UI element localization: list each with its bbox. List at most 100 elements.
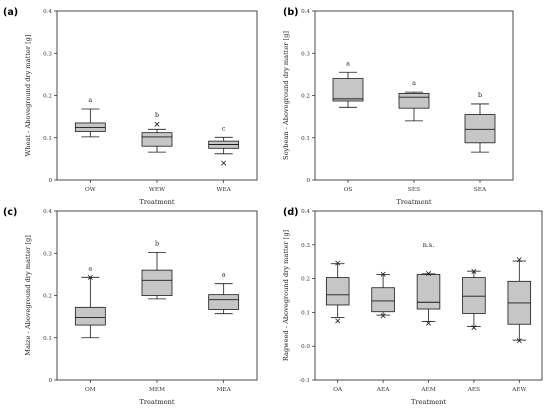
outlier-marker: [516, 338, 522, 344]
iqr-box: [464, 114, 496, 144]
y-tick-label: 0.2: [301, 277, 310, 283]
y-tick-label: 0.4: [301, 209, 310, 215]
outlier-marker: [471, 269, 477, 274]
significance-letter: a: [222, 271, 226, 279]
y-axis-title: Wheat - Aboveground dry matter [g]: [24, 35, 32, 157]
box-sea: SEA b: [464, 91, 496, 193]
significance-letter: a: [88, 96, 92, 104]
outlier-stroke: [154, 121, 160, 127]
iqr-box: [141, 132, 173, 147]
outlier-marker: [380, 271, 386, 277]
x-tick-label: AEA: [376, 387, 390, 393]
y-tick-label: -0.1: [299, 378, 310, 384]
y-tick-label: 0.4: [43, 209, 52, 215]
box-aes: AES: [462, 269, 486, 393]
box-oa: OA: [325, 260, 350, 393]
panel-label: (d): [283, 207, 298, 218]
outlier-marker: [426, 320, 431, 326]
outlier-stroke: [516, 257, 522, 263]
x-tick-label: OS: [344, 187, 353, 193]
significance-letter: c: [222, 124, 226, 132]
y-tick-label: 0.1: [43, 336, 52, 342]
outlier-stroke: [221, 160, 227, 166]
significance-letter: b: [155, 111, 159, 119]
panel-label: (a): [3, 7, 18, 18]
x-tick-label: OM: [85, 387, 96, 393]
x-tick-label: MEM: [149, 387, 165, 393]
chart-panel-3: (c) 0 0.1 0.2 0.3 0.4 Maize - Aboveground dry …: [3, 207, 258, 406]
y-tick-label: 0.1: [43, 136, 52, 142]
outlier-marker: [87, 274, 93, 280]
x-tick-label: SES: [408, 187, 420, 193]
outlier-stroke: [426, 271, 431, 277]
significance-letter: a: [88, 264, 92, 272]
box-ses: SES a: [398, 79, 430, 193]
outlier-marker: [221, 160, 227, 166]
significance-letter: b: [478, 91, 482, 99]
outlier-marker: [380, 313, 386, 319]
y-tick-label: 0: [48, 378, 52, 384]
iqr-box: [416, 274, 441, 310]
y-tick-label: 0.2: [43, 294, 52, 300]
panel-label: (b): [283, 7, 298, 18]
outlier-stroke: [87, 274, 93, 280]
x-tick-label: OW: [85, 187, 96, 193]
y-tick-label: 0.3: [301, 51, 310, 57]
y-tick-label: 0.0: [301, 344, 310, 350]
y-tick-label: 0: [306, 178, 310, 184]
y-tick-label: 0.4: [301, 9, 310, 15]
plot-frame: [56, 10, 258, 181]
y-tick-label: 0.4: [43, 9, 52, 15]
outlier-marker: [335, 318, 341, 324]
outlier-stroke: [335, 318, 341, 324]
box-mem: MEM b: [141, 239, 173, 393]
significance-letter: b: [155, 239, 159, 247]
significance-letter: a: [346, 59, 350, 67]
x-tick-label: AEW: [511, 387, 526, 393]
iqr-box: [371, 287, 395, 313]
box-aea: AEA: [371, 271, 395, 393]
iqr-box: [462, 277, 486, 314]
y-axis-title: Soybean - Aboveground dry matter [g]: [282, 31, 290, 160]
x-tick-label: MEA: [216, 387, 231, 393]
x-axis-title: Treatment: [396, 198, 431, 206]
box-ow: OW a: [74, 96, 106, 193]
box-aew: AEW: [507, 257, 532, 393]
iqr-box: [332, 78, 364, 102]
significance-letter: a: [412, 79, 416, 87]
outlier-marker: [471, 325, 477, 331]
outlier-marker: [335, 260, 341, 266]
box-wea: WEA c: [208, 124, 240, 193]
x-axis-title: Treatment: [139, 398, 174, 406]
y-tick-label: 0.3: [43, 51, 52, 57]
y-tick-label: 0.3: [301, 243, 310, 249]
box-os: OS a: [332, 59, 364, 193]
chart-panel-1: (a) 0 0.1 0.2 0.3 0.4 Wheat - Aboveground dry …: [3, 7, 258, 206]
outlier-stroke: [380, 313, 386, 319]
box-wew: WEW b: [141, 111, 173, 193]
outlier-stroke: [380, 271, 386, 277]
x-tick-label: OA: [333, 387, 343, 393]
iqr-box: [325, 277, 350, 306]
outlier-stroke: [516, 338, 522, 344]
y-tick-label: 0.3: [43, 251, 52, 257]
iqr-box: [141, 269, 173, 296]
iqr-box: [74, 306, 106, 326]
y-tick-label: 0.2: [301, 94, 310, 100]
iqr-box: [398, 92, 430, 109]
x-axis-title: Treatment: [411, 398, 446, 406]
outlier-stroke: [426, 320, 431, 326]
chart-panel-4: (d) -0.1 0.0 0.1 0.2 0.3 0.4 Ragweed - Abovegro…: [282, 207, 543, 406]
y-tick-label: 0.1: [301, 310, 310, 316]
significance-annotation: n.s.: [423, 241, 434, 249]
outlier-marker: [154, 121, 160, 127]
x-tick-label: AEM: [420, 387, 435, 393]
panel-label: (c): [3, 207, 17, 218]
chart-panel-2: (b) 0 0.1 0.2 0.3 0.4 Soybean - Aboveground dr…: [282, 7, 514, 206]
outlier-marker: [426, 271, 431, 277]
y-axis-title: Maize - Aboveground dry matter [g]: [24, 235, 32, 356]
iqr-box: [208, 294, 240, 310]
x-tick-label: WEA: [216, 187, 231, 193]
x-tick-label: SEA: [474, 187, 487, 193]
